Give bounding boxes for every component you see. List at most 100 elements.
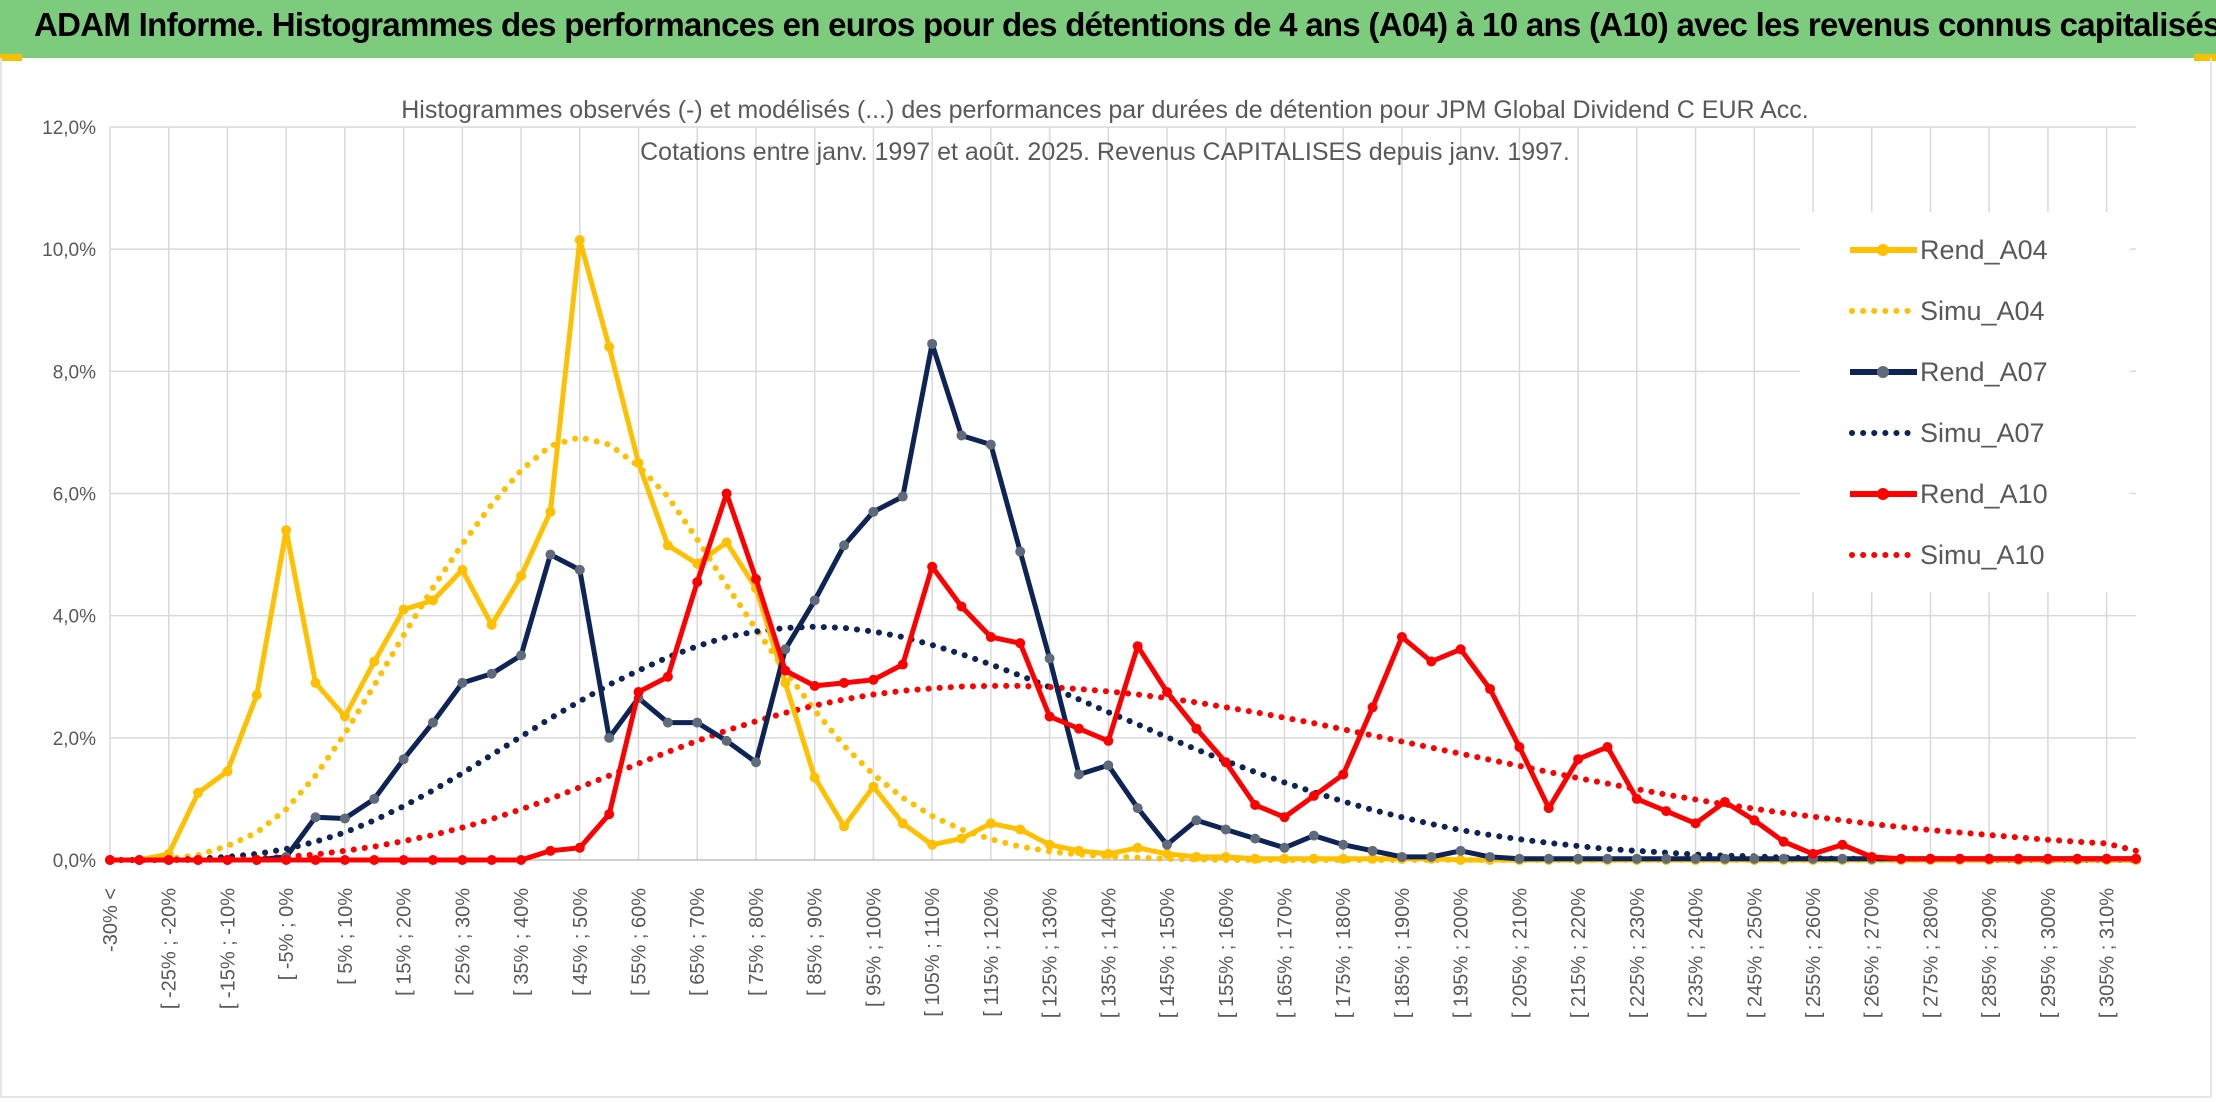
x-tick-label: [ 145% ; 150% bbox=[1157, 888, 1179, 1018]
data-point-Rend_A10 bbox=[1485, 683, 1496, 694]
data-point-Rend_A04 bbox=[516, 570, 527, 581]
data-point-Rend_A04 bbox=[721, 537, 732, 548]
x-tick-label: [ -15% ; -10% bbox=[217, 888, 239, 1009]
data-point-Rend_A10 bbox=[369, 855, 380, 865]
data-point-Rend_A04 bbox=[457, 564, 468, 575]
x-tick-label: [ 135% ; 140% bbox=[1098, 888, 1120, 1018]
data-point-Rend_A07 bbox=[1602, 853, 1613, 864]
y-tick-label: 6,0% bbox=[53, 485, 96, 506]
x-tick-label: [ 85% ; 90% bbox=[805, 888, 827, 996]
header-banner: ADAM Informe. Histogrammes des performan… bbox=[0, 0, 2216, 58]
data-point-Rend_A07 bbox=[927, 338, 938, 349]
x-tick-label: [ 75% ; 80% bbox=[746, 888, 768, 996]
data-point-Rend_A07 bbox=[1455, 845, 1466, 856]
data-point-Rend_A04 bbox=[1455, 855, 1466, 865]
data-point-Rend_A04 bbox=[486, 619, 497, 630]
x-tick-label: [ 155% ; 160% bbox=[1216, 888, 1238, 1018]
x-tick-label: [ 265% ; 270% bbox=[1862, 888, 1884, 1018]
x-tick-label: [ 5% ; 10% bbox=[335, 888, 357, 985]
x-tick-label: [ 285% ; 290% bbox=[1979, 888, 2001, 1018]
series-line-Rend_A07 bbox=[110, 341, 2136, 863]
x-tick-label: [ 185% ; 190% bbox=[1392, 888, 1414, 1018]
data-point-Rend_A10 bbox=[134, 855, 145, 865]
data-point-Rend_A07 bbox=[1837, 853, 1848, 864]
data-point-Rend_A10 bbox=[1455, 644, 1466, 655]
data-point-Rend_A10 bbox=[750, 574, 761, 585]
chart-frame bbox=[0, 58, 2212, 1098]
data-point-Rend_A10 bbox=[604, 809, 615, 820]
x-tick-label: [ 55% ; 60% bbox=[629, 888, 651, 996]
data-point-Rend_A10 bbox=[2042, 853, 2053, 864]
data-point-Rend_A04 bbox=[281, 525, 292, 536]
data-point-Rend_A07 bbox=[1778, 853, 1789, 864]
data-point-Rend_A10 bbox=[1661, 806, 1672, 817]
x-tick-label: [ 65% ; 70% bbox=[687, 888, 709, 996]
x-tick-label: -30% < bbox=[100, 888, 122, 952]
data-point-Rend_A10 bbox=[1132, 641, 1143, 652]
y-tick-label: 8,0% bbox=[53, 362, 96, 383]
data-point-Rend_A04 bbox=[985, 818, 996, 829]
data-point-Rend_A07 bbox=[721, 735, 732, 746]
x-tick-label: [ 15% ; 20% bbox=[394, 888, 416, 996]
data-point-Rend_A07 bbox=[1514, 853, 1525, 864]
data-point-Rend_A04 bbox=[1015, 824, 1026, 835]
series-Rend_A10 bbox=[105, 488, 2141, 865]
data-point-Rend_A10 bbox=[163, 855, 174, 865]
data-point-Rend_A07 bbox=[1661, 853, 1672, 864]
data-point-Rend_A04 bbox=[927, 839, 938, 850]
data-point-Rend_A07 bbox=[339, 813, 350, 824]
data-point-Rend_A10 bbox=[1749, 815, 1760, 826]
x-axis: -30% < [ -25% ; -20% [ -15% ; -10% [ -5% ; … bbox=[100, 888, 2119, 1018]
data-point-Rend_A10 bbox=[222, 855, 233, 865]
data-point-Rend_A07 bbox=[1631, 853, 1642, 864]
data-point-Rend_A07 bbox=[750, 757, 761, 768]
series-line-Simu_A10 bbox=[107, 682, 2139, 863]
data-point-Rend_A10 bbox=[1543, 803, 1554, 814]
data-point-Rend_A07 bbox=[1749, 853, 1760, 864]
data-point-Rend_A07 bbox=[1103, 760, 1114, 771]
legend-background bbox=[1800, 212, 2130, 592]
data-point-Rend_A04 bbox=[1191, 851, 1202, 862]
legend-label-Rend_A07: Rend_A07 bbox=[1920, 357, 2048, 387]
data-point-Rend_A10 bbox=[1837, 839, 1848, 850]
data-point-Rend_A07 bbox=[1367, 845, 1378, 856]
page-title: ADAM Informe. Histogrammes des performan… bbox=[34, 6, 2216, 43]
data-point-Rend_A10 bbox=[1338, 769, 1349, 780]
data-point-Rend_A10 bbox=[193, 855, 204, 865]
legend-label-Simu_A07: Simu_A07 bbox=[1920, 418, 2045, 448]
legend-label-Simu_A10: Simu_A10 bbox=[1920, 540, 2045, 570]
data-point-Rend_A04 bbox=[1338, 853, 1349, 864]
data-point-Rend_A10 bbox=[339, 855, 350, 865]
x-tick-label: [ 305% ; 310% bbox=[2097, 888, 2119, 1018]
x-tick-label: [ 205% ; 210% bbox=[1509, 888, 1531, 1018]
data-point-Rend_A07 bbox=[1573, 853, 1584, 864]
legend-marker-Rend_A04 bbox=[1877, 244, 1889, 256]
data-point-Rend_A10 bbox=[1279, 812, 1290, 823]
data-point-Rend_A10 bbox=[1015, 638, 1026, 649]
x-tick-label: [ 245% ; 250% bbox=[1744, 888, 1766, 1018]
data-point-Rend_A10 bbox=[662, 671, 673, 682]
y-tick-label: 12,0% bbox=[42, 118, 96, 139]
data-point-Rend_A10 bbox=[2101, 853, 2112, 864]
chart-title: Histogrammes observés (-) et modélisés (… bbox=[401, 96, 1809, 124]
data-point-Rend_A07 bbox=[427, 717, 438, 728]
data-point-Rend_A04 bbox=[633, 457, 644, 468]
data-point-Rend_A07 bbox=[1543, 853, 1554, 864]
data-point-Rend_A07 bbox=[1426, 851, 1437, 862]
data-point-Rend_A07 bbox=[457, 677, 468, 688]
x-tick-label: [ 35% ; 40% bbox=[511, 888, 533, 996]
data-point-Rend_A04 bbox=[398, 604, 409, 615]
data-point-Rend_A07 bbox=[956, 430, 967, 441]
data-point-Rend_A10 bbox=[2013, 853, 2024, 864]
data-point-Rend_A07 bbox=[486, 668, 497, 679]
x-tick-label: [ 195% ; 200% bbox=[1451, 888, 1473, 1018]
data-point-Rend_A10 bbox=[985, 632, 996, 643]
data-point-Rend_A04 bbox=[692, 558, 703, 569]
data-point-Rend_A10 bbox=[1191, 723, 1202, 734]
y-tick-label: 4,0% bbox=[53, 607, 96, 628]
data-point-Rend_A10 bbox=[1631, 793, 1642, 804]
data-point-Rend_A10 bbox=[1162, 687, 1173, 698]
data-point-Rend_A04 bbox=[1367, 853, 1378, 864]
data-point-Rend_A04 bbox=[897, 818, 908, 829]
